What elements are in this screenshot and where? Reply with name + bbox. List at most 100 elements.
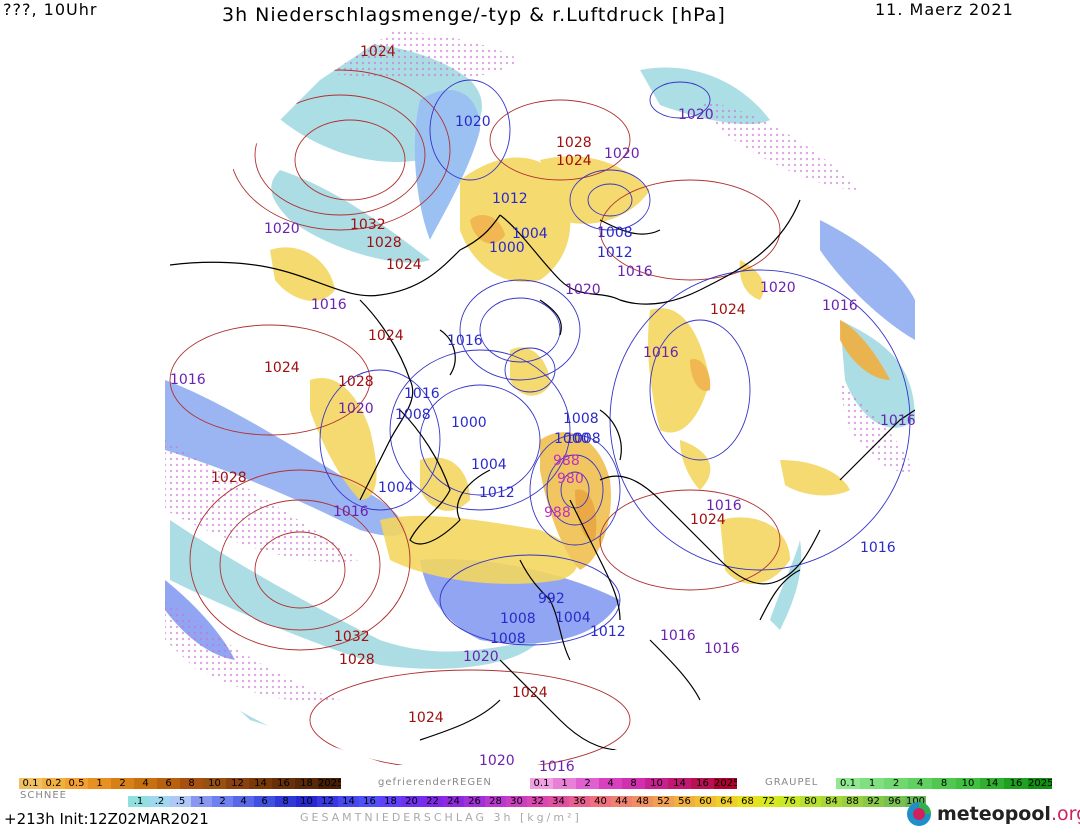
scale-step: 2025+: [318, 778, 341, 789]
scale-step: 0.1: [19, 778, 42, 789]
isobar-label-red: 1024: [690, 512, 726, 528]
isobar-label-purple: 1016: [704, 641, 740, 657]
map-date: 11. Maerz 2021: [875, 0, 1014, 19]
globe-area: [165, 30, 915, 765]
isobar-label-blue: 992: [538, 591, 565, 607]
scale-step: .5: [170, 796, 191, 807]
isobar-label-red: 1028: [338, 374, 374, 390]
isobar-label-purple: 1020: [678, 107, 714, 123]
scale-step: 60: [695, 796, 716, 807]
isobar-label-purple: 1016: [333, 504, 369, 520]
scale-step: 1: [88, 778, 111, 789]
isobar-label-purple: 1016: [880, 413, 916, 429]
isobar-label-red: 1028: [211, 470, 247, 486]
scale-step: 4: [908, 778, 932, 789]
scale-step: 8: [180, 778, 203, 789]
isobar-label-purple: 1016: [617, 264, 653, 280]
isobar-label-blue: 1004: [471, 457, 507, 473]
isobar-label-blue: 1004: [555, 610, 591, 626]
isobar-label-red: 1024: [264, 360, 300, 376]
scale-step: 8: [932, 778, 956, 789]
isobars-red: [169, 69, 781, 765]
scale-step: 20: [401, 796, 422, 807]
logo-text: meteopool.org: [937, 803, 1080, 825]
isobar-label-purple: 1020: [338, 401, 374, 417]
scale-step: 14: [249, 778, 272, 789]
scale-step: 1: [860, 778, 884, 789]
scale-step: 4: [599, 778, 622, 789]
isobars-blue: [319, 79, 911, 646]
isobar-label-purple: 1016: [706, 498, 742, 514]
isobar-label-purple: 1016: [822, 298, 858, 314]
scale-step: 18: [295, 778, 318, 789]
scale-step: .2: [149, 796, 170, 807]
isobar-label-red: 1024: [556, 153, 592, 169]
isobar-label-blue: 1016: [447, 333, 483, 349]
precip-snow-rain-areas: [270, 156, 890, 584]
scale-step: 48: [632, 796, 653, 807]
scale-step: 1: [553, 778, 576, 789]
scale-step: 0.1: [836, 778, 860, 789]
scale-step: 2: [111, 778, 134, 789]
isobar-label-blue: 1008: [395, 407, 431, 423]
isobar-label-blue: 1012: [492, 191, 528, 207]
scale-step: 6: [157, 778, 180, 789]
scale-step: 2025+: [1028, 778, 1052, 789]
isobar-label-purple: 1016: [311, 297, 347, 313]
isobar-label-blue: 1020: [455, 114, 491, 130]
isobar-label-blue: 1012: [479, 485, 515, 501]
scale-step: 96: [884, 796, 905, 807]
scale-step: 0.2: [42, 778, 65, 789]
isobar-label-purple: 1016: [660, 628, 696, 644]
isobar-label-magenta: 988: [553, 453, 580, 469]
scale-step: 92: [863, 796, 884, 807]
isobar-label-blue: 1008: [490, 631, 526, 647]
scale-step: 12: [226, 778, 249, 789]
isobar-label-magenta: 988: [544, 505, 571, 521]
isobar-label-red: 1028: [366, 235, 402, 251]
scale-step: 52: [653, 796, 674, 807]
scale-step: 88: [842, 796, 863, 807]
scale-step: 2: [884, 778, 908, 789]
scale-step: 16: [272, 778, 295, 789]
scale-step: 14: [338, 796, 359, 807]
isobar-label-red: 1024: [368, 328, 404, 344]
scale-step: 2025+: [714, 778, 737, 789]
scale-step: .1: [128, 796, 149, 807]
model-run-info: +213h Init:12Z02MAR2021: [4, 810, 209, 828]
scale-step: 36: [569, 796, 590, 807]
scale-step: 10: [956, 778, 980, 789]
scale-step: 64: [716, 796, 737, 807]
isobar-label-magenta: 980: [557, 471, 584, 487]
isobar-label-red: 1024: [386, 257, 422, 273]
scale-step: 16: [359, 796, 380, 807]
isobar-label-purple: 1020: [604, 146, 640, 162]
scale-step: 28: [485, 796, 506, 807]
meteopool-logo[interactable]: meteopool.org: [905, 800, 1080, 828]
scale-step: 100: [905, 796, 926, 807]
pressure-labels: 1024 1028 1024 1032 1028 1024 1024 1024 1028 1028…: [170, 44, 916, 775]
isobar-label-blue: 1004: [378, 480, 414, 496]
isobar-label-red: 1028: [556, 135, 592, 151]
isobar-label-blue: 1008: [565, 431, 601, 447]
isobar-label-blue: 1008: [500, 611, 536, 627]
total-precip-label: GESAMTNIEDERSCHLAG 3h [kg/m²]: [300, 811, 582, 824]
isobar-label-blue: 1012: [590, 624, 626, 640]
isobar-label-purple: 1020: [760, 280, 796, 296]
scale-step: 76: [779, 796, 800, 807]
scale-step: 16: [1004, 778, 1028, 789]
isobar-label-blue: 1000: [451, 415, 487, 431]
freezing-rain-label: gefrierenderREGEN: [378, 777, 492, 788]
scale-step: 8: [275, 796, 296, 807]
isobar-label-red: 1024: [710, 302, 746, 318]
scale-step: 10: [645, 778, 668, 789]
scale-step: 10: [203, 778, 226, 789]
graupel-label: GRAUPEL: [765, 777, 819, 788]
scale-step: 34: [548, 796, 569, 807]
isobar-label-purple: 1020: [264, 221, 300, 237]
map-title: 3h Niederschlagsmenge/-typ & r.Luftdruck…: [222, 4, 726, 26]
